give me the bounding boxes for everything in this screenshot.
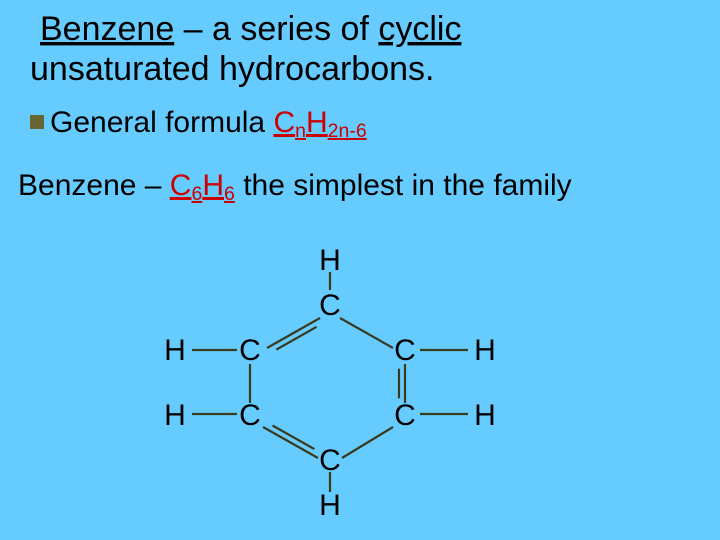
hydrogen-atom: H [474, 399, 496, 432]
title-line1: Benzene – a series of cyclic [40, 10, 461, 48]
hydrogen-atom: H [474, 334, 496, 367]
title-benzene: Benzene [40, 10, 174, 48]
formula-C: C [273, 106, 295, 139]
formula-2n6: 2n-6 [328, 120, 367, 142]
hydrogen-atom: H [164, 334, 186, 367]
hydrogen-atom: H [319, 244, 341, 277]
benzene-simplest-line: Benzene – C6H6 the simplest in the famil… [18, 169, 572, 205]
formula-H: H [306, 106, 328, 139]
bullet-general-formula: General formula CnH2n-6 [50, 106, 367, 142]
carbon-atom: C [394, 334, 416, 367]
title-line2: unsaturated hydrocarbons. [30, 50, 434, 88]
slide-canvas: Benzene – a series of cyclicunsaturated … [0, 0, 720, 540]
l3-C: C [170, 169, 192, 202]
carbon-atom: C [239, 334, 261, 367]
hydrogen-atom: H [319, 489, 341, 522]
carbon-atom: C [319, 444, 341, 477]
bullet-icon [30, 115, 44, 129]
bullet-prefix: General formula [50, 106, 273, 139]
l3-H: H [202, 169, 224, 202]
carbon-atom: C [394, 399, 416, 432]
hydrogen-atom: H [164, 399, 186, 432]
l3-6a: 6 [191, 183, 202, 205]
l3-prefix: Benzene – [18, 169, 170, 202]
formula-n: n [295, 120, 306, 142]
l3-6b: 6 [224, 183, 235, 205]
title-cyclic: cyclic [378, 10, 461, 48]
title-mid: – a series of [174, 10, 378, 48]
carbon-atom: C [319, 289, 341, 322]
l3-suffix: the simplest in the family [235, 169, 572, 202]
carbon-atom: C [239, 399, 261, 432]
